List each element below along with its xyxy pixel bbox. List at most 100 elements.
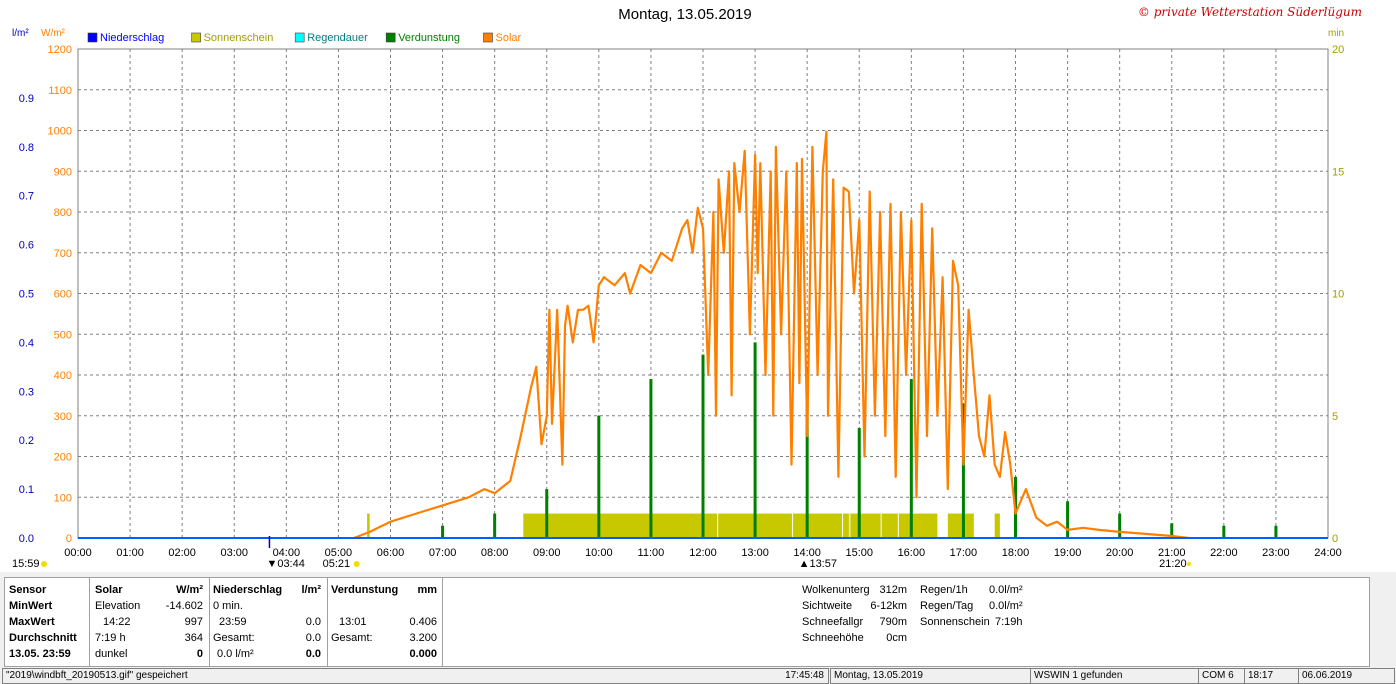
- schneehoehe-value: 0cm: [886, 632, 907, 644]
- x-tick-label: 20:00: [1106, 547, 1134, 559]
- solar-min-value: -14.602: [165, 600, 203, 612]
- sunshine-block: [994, 513, 1000, 538]
- niederschlag-min-label: 0 min.: [213, 600, 243, 612]
- sunshine-block: [523, 513, 719, 538]
- schneefallgr-value: 790m: [879, 616, 907, 628]
- moonset-label: ▼03:44: [266, 558, 304, 570]
- regen1h-label: Regen/1h: [920, 584, 968, 596]
- verdunstung-max-label: 13:01: [339, 616, 367, 628]
- niederschlag-now-value: 0.0: [305, 648, 321, 660]
- x-tick-label: 11:00: [638, 547, 665, 559]
- x-tick-label: 04:00: [273, 547, 301, 559]
- solar-tick-label: 500: [54, 329, 72, 341]
- precip-tick-label: 0.6: [19, 240, 34, 252]
- sonnenschein-value: 7:19h: [995, 616, 1023, 628]
- wolkenunterg-label: Wolkenunterg: [802, 584, 870, 596]
- regentag-label: Regen/Tag: [920, 600, 974, 612]
- solar-avg-value: 364: [184, 632, 203, 644]
- solar-tick-label: 700: [54, 248, 72, 260]
- solar-now-value: 0: [196, 648, 203, 660]
- summary-panel: Sensor MinWert MaxWert Durchschnitt 13.0…: [4, 577, 1370, 667]
- legend-label: Verdunstung: [398, 32, 460, 44]
- niederschlag-now-label: 0.0 l/m²: [217, 648, 254, 660]
- solar-tick-label: 900: [54, 166, 72, 178]
- sichtweite-value: 6-12km: [870, 600, 907, 612]
- solar-header: Solar: [95, 584, 123, 596]
- moon-left-marker: [41, 561, 47, 567]
- x-tick-label: 02:00: [168, 547, 196, 559]
- schneefallgr-label: Schneefallgr: [802, 616, 864, 628]
- x-tick-label: 12:00: [689, 547, 717, 559]
- legend-swatch: [483, 32, 493, 43]
- solar-series-line: [353, 130, 1190, 540]
- precip-tick-label: 0.8: [19, 142, 34, 154]
- wolkenunterg-value: 312m: [879, 584, 907, 596]
- legend-label: Solar: [496, 32, 522, 44]
- sunrise-label: 05:21: [323, 558, 351, 570]
- sunshine-block: [848, 513, 938, 538]
- solar-min-label: Elevation: [95, 600, 141, 612]
- precip-tick-label: 0.7: [19, 191, 34, 203]
- sunshine-block: [791, 513, 849, 538]
- status-date: Montag, 13.05.2019: [830, 668, 1031, 684]
- schneehoehe-label: Schneehöhe: [802, 632, 864, 644]
- legend-label: Regendauer: [307, 32, 368, 44]
- x-tick-label: 07:00: [429, 547, 457, 559]
- minutes-tick-label: 5: [1332, 411, 1338, 423]
- solar-max-label: 14:22: [103, 616, 131, 628]
- solar-tick-label: 0: [66, 533, 72, 545]
- evaporation-bar: [441, 525, 445, 538]
- solar-tick-label: 1200: [48, 44, 72, 56]
- x-tick-label: 03:00: [220, 547, 248, 559]
- solar-tick-label: 200: [54, 452, 72, 464]
- evaporation-bar: [545, 489, 549, 538]
- niederschlag-total-value: 0.0: [305, 632, 321, 644]
- precip-tick-label: 0.1: [19, 484, 34, 496]
- solar-tick-label: 400: [54, 370, 72, 382]
- x-tick-label: 21:00: [1158, 547, 1186, 559]
- niederschlag-total-label: Gesamt:: [213, 632, 255, 644]
- evaporation-bar: [909, 379, 913, 538]
- precip-tick-label: 0.4: [19, 337, 34, 349]
- legend-swatch: [87, 32, 98, 43]
- x-tick-label: 22:00: [1210, 547, 1238, 559]
- sunrise-marker: [353, 561, 360, 567]
- solar-tick-label: 1000: [48, 126, 72, 138]
- minutes-tick-label: 0: [1332, 533, 1338, 545]
- x-tick-label: 01:00: [116, 547, 144, 559]
- evaporation-bar: [493, 513, 497, 538]
- chart-area: 00:00 01:00 02:00 03:00 04:00 05:00 06:00 07:00…: [0, 0, 1396, 572]
- x-tick-label: 00:00: [64, 547, 92, 559]
- evaporation-bar: [1118, 513, 1122, 538]
- x-tick-label: 19:00: [1054, 547, 1082, 559]
- verdunstung-max-value: 0.406: [409, 616, 437, 628]
- evaporation-bar: [1170, 523, 1174, 538]
- sunset-label: 21:20: [1159, 558, 1187, 570]
- x-tick-label: 13:00: [741, 547, 769, 559]
- precip-tick-label: 0.9: [19, 93, 34, 105]
- legend-label: Sonnenschein: [204, 32, 274, 44]
- x-tick-label: 14:00: [793, 547, 821, 559]
- legend-swatch: [191, 32, 201, 43]
- x-tick-label: 18:00: [1002, 547, 1030, 559]
- sunset-marker: [1187, 562, 1192, 566]
- x-tick-label: 08:00: [481, 547, 509, 559]
- evaporation-bar: [1274, 525, 1278, 538]
- weather-chart: 00:00 01:00 02:00 03:00 04:00 05:00 06:00 07:00…: [12, 28, 1344, 570]
- x-tick-label: 15:00: [845, 547, 873, 559]
- precip-tick-label: 0.0: [19, 533, 34, 545]
- sonnenschein-label: Sonnenschein: [920, 616, 990, 628]
- minutes-tick-label: 20: [1332, 44, 1344, 56]
- sunshine-block: [367, 513, 370, 538]
- niederschlag-max-value: 0.0: [305, 616, 321, 628]
- evaporation-bar: [1066, 501, 1070, 538]
- minutes-unit-label: min: [1328, 28, 1344, 39]
- verdunstung-now-value: 0.000: [409, 648, 437, 660]
- x-tick-label: 16:00: [898, 547, 926, 559]
- moon-left-label: 15:59: [12, 558, 40, 570]
- x-tick-label: 24:00: [1314, 547, 1342, 559]
- status-file: "2019\windbft_20190513.gif" gespeichert 1…: [2, 668, 829, 684]
- x-tick-label: 17:00: [950, 547, 978, 559]
- sichtweite-label: Sichtweite: [802, 600, 853, 612]
- precip-tick-label: 0.5: [19, 289, 34, 301]
